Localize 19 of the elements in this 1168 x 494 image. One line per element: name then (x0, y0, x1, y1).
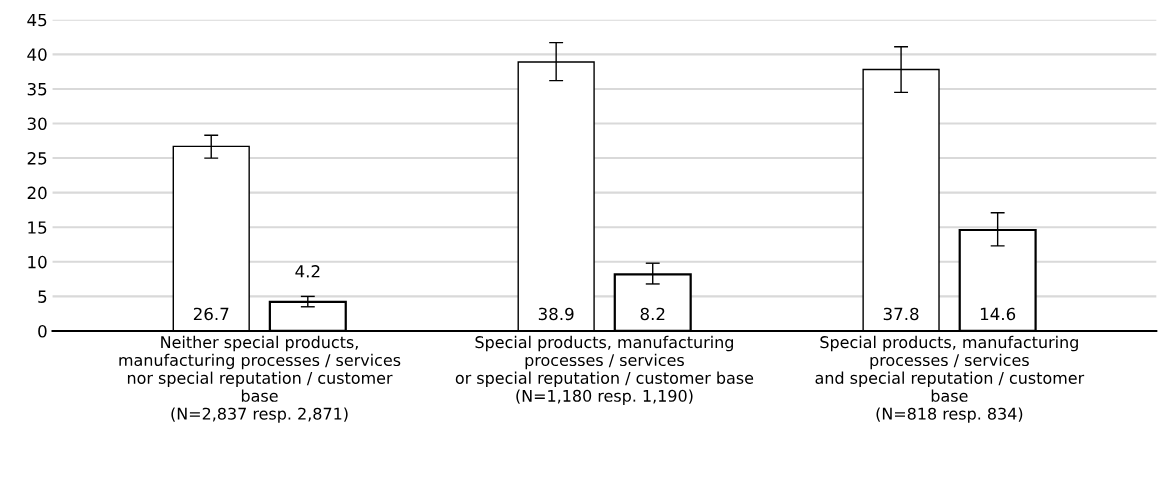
data-label: 4.2 (295, 265, 320, 278)
y-tick-label: 35 (27, 82, 47, 96)
y-tick-label: 45 (27, 13, 47, 27)
x-tick-label: Special products, manufacturing processes / services and special reputation / customer base (N=818 resp. 834) (815, 335, 1085, 423)
data-label: 26.7 (193, 307, 229, 321)
y-tick-label: 10 (28, 255, 47, 269)
data-label: 8.2 (640, 307, 665, 321)
x-tick-label: Special products, manufacturing processes / services or special reputation / customer base (N=1,180 resp. 1,190) (455, 335, 754, 405)
y-tick-label: 5 (38, 290, 47, 303)
data-label: 37.8 (883, 307, 919, 321)
y-tick-label: 25 (27, 152, 47, 165)
y-tick-label: 30 (27, 117, 47, 131)
y-tick-label: 0 (38, 324, 47, 338)
y-tick-label: 15 (28, 221, 47, 234)
x-tick-label: Neither special products, manufacturing processes / services nor special reputation / customer base (N=2,837 resp. 2,871) (119, 335, 401, 423)
data-label: 38.9 (538, 307, 574, 321)
data-label: 14.6 (980, 307, 1016, 321)
y-tick-label: 20 (27, 186, 47, 200)
y-tick-label: 40 (27, 48, 47, 61)
